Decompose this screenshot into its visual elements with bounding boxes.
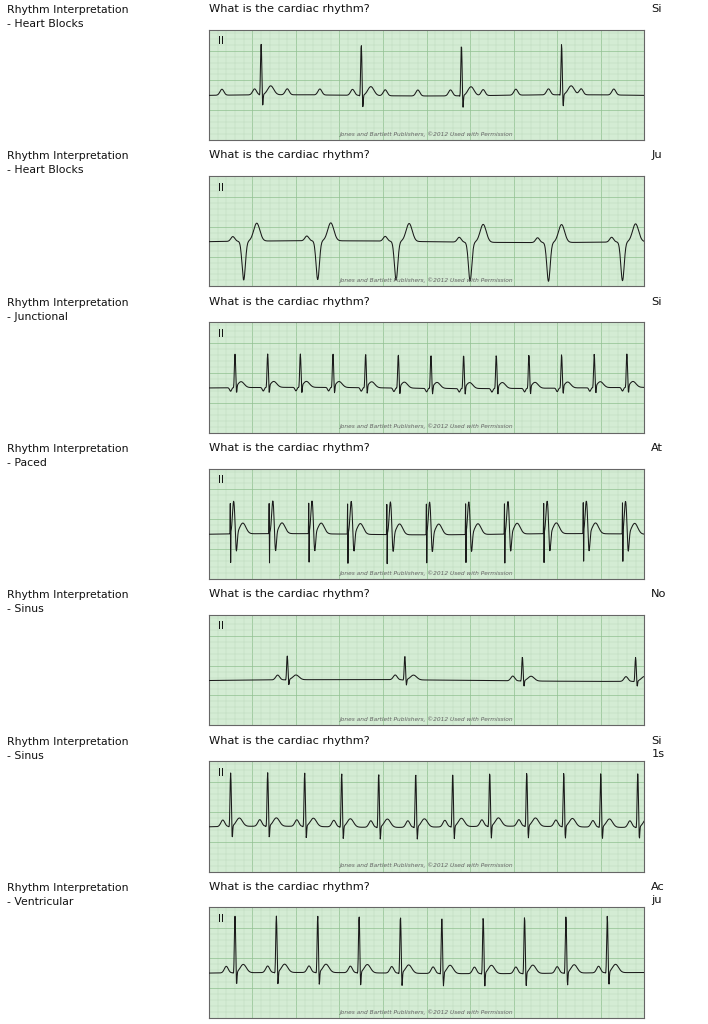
Text: II: II — [217, 329, 224, 339]
Text: II: II — [217, 475, 224, 485]
Text: What is the cardiac rhythm?: What is the cardiac rhythm? — [209, 297, 370, 306]
Text: II: II — [217, 768, 224, 778]
Text: II: II — [217, 622, 224, 632]
Text: What is the cardiac rhythm?: What is the cardiac rhythm? — [209, 151, 370, 161]
Text: Si: Si — [651, 297, 662, 306]
Text: II: II — [217, 182, 224, 193]
Text: Ac
ju: Ac ju — [651, 882, 665, 905]
Text: Jones and Bartlett Publishers, ©2012 Used with Permission: Jones and Bartlett Publishers, ©2012 Use… — [340, 570, 513, 575]
Text: At: At — [651, 443, 663, 453]
Text: Si
1s: Si 1s — [651, 735, 665, 759]
Text: Jones and Bartlett Publishers, ©2012 Used with Permission: Jones and Bartlett Publishers, ©2012 Use… — [340, 424, 513, 429]
Text: Rhythm Interpretation
- Ventricular: Rhythm Interpretation - Ventricular — [7, 883, 129, 907]
Text: No: No — [651, 589, 667, 599]
Text: What is the cardiac rhythm?: What is the cardiac rhythm? — [209, 443, 370, 453]
Text: Si: Si — [651, 4, 662, 14]
Text: Jones and Bartlett Publishers, ©2012 Used with Permission: Jones and Bartlett Publishers, ©2012 Use… — [340, 717, 513, 722]
Text: Rhythm Interpretation
- Heart Blocks: Rhythm Interpretation - Heart Blocks — [7, 152, 129, 175]
Text: What is the cardiac rhythm?: What is the cardiac rhythm? — [209, 4, 370, 14]
Text: Rhythm Interpretation
- Sinus: Rhythm Interpretation - Sinus — [7, 590, 129, 614]
Text: Rhythm Interpretation
- Sinus: Rhythm Interpretation - Sinus — [7, 736, 129, 761]
Text: Jones and Bartlett Publishers, ©2012 Used with Permission: Jones and Bartlett Publishers, ©2012 Use… — [340, 862, 513, 868]
Text: What is the cardiac rhythm?: What is the cardiac rhythm? — [209, 882, 370, 892]
Text: Ju: Ju — [651, 151, 662, 161]
Text: Jones and Bartlett Publishers, ©2012 Used with Permission: Jones and Bartlett Publishers, ©2012 Use… — [340, 278, 513, 283]
Text: Jones and Bartlett Publishers, ©2012 Used with Permission: Jones and Bartlett Publishers, ©2012 Use… — [340, 131, 513, 137]
Text: Rhythm Interpretation
- Paced: Rhythm Interpretation - Paced — [7, 444, 129, 468]
Text: Rhythm Interpretation
- Junctional: Rhythm Interpretation - Junctional — [7, 298, 129, 322]
Text: Rhythm Interpretation
- Heart Blocks: Rhythm Interpretation - Heart Blocks — [7, 5, 129, 29]
Text: What is the cardiac rhythm?: What is the cardiac rhythm? — [209, 735, 370, 745]
Text: What is the cardiac rhythm?: What is the cardiac rhythm? — [209, 589, 370, 599]
Text: Jones and Bartlett Publishers, ©2012 Used with Permission: Jones and Bartlett Publishers, ©2012 Use… — [340, 1009, 513, 1015]
Text: II: II — [217, 914, 224, 924]
Text: II: II — [217, 36, 224, 46]
